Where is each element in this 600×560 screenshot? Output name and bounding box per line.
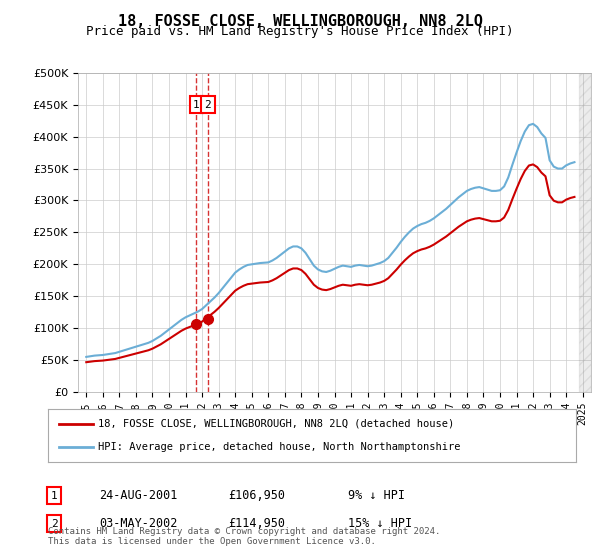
Text: 1: 1 xyxy=(50,491,58,501)
Text: HPI: Average price, detached house, North Northamptonshire: HPI: Average price, detached house, Nort… xyxy=(98,442,461,452)
Text: 15% ↓ HPI: 15% ↓ HPI xyxy=(348,517,412,530)
Text: 1: 1 xyxy=(193,100,200,110)
Text: 2: 2 xyxy=(205,100,211,110)
Text: 18, FOSSE CLOSE, WELLINGBOROUGH, NN8 2LQ (detached house): 18, FOSSE CLOSE, WELLINGBOROUGH, NN8 2LQ… xyxy=(98,419,454,429)
Text: Price paid vs. HM Land Registry's House Price Index (HPI): Price paid vs. HM Land Registry's House … xyxy=(86,25,514,38)
Text: 2: 2 xyxy=(50,519,58,529)
Bar xyxy=(578,73,591,392)
Text: £114,950: £114,950 xyxy=(228,517,285,530)
Text: £106,950: £106,950 xyxy=(228,489,285,502)
Text: 24-AUG-2001: 24-AUG-2001 xyxy=(99,489,178,502)
Text: Contains HM Land Registry data © Crown copyright and database right 2024.
This d: Contains HM Land Registry data © Crown c… xyxy=(48,526,440,546)
Text: 9% ↓ HPI: 9% ↓ HPI xyxy=(348,489,405,502)
Text: 03-MAY-2002: 03-MAY-2002 xyxy=(99,517,178,530)
Text: 18, FOSSE CLOSE, WELLINGBOROUGH, NN8 2LQ: 18, FOSSE CLOSE, WELLINGBOROUGH, NN8 2LQ xyxy=(118,14,482,29)
